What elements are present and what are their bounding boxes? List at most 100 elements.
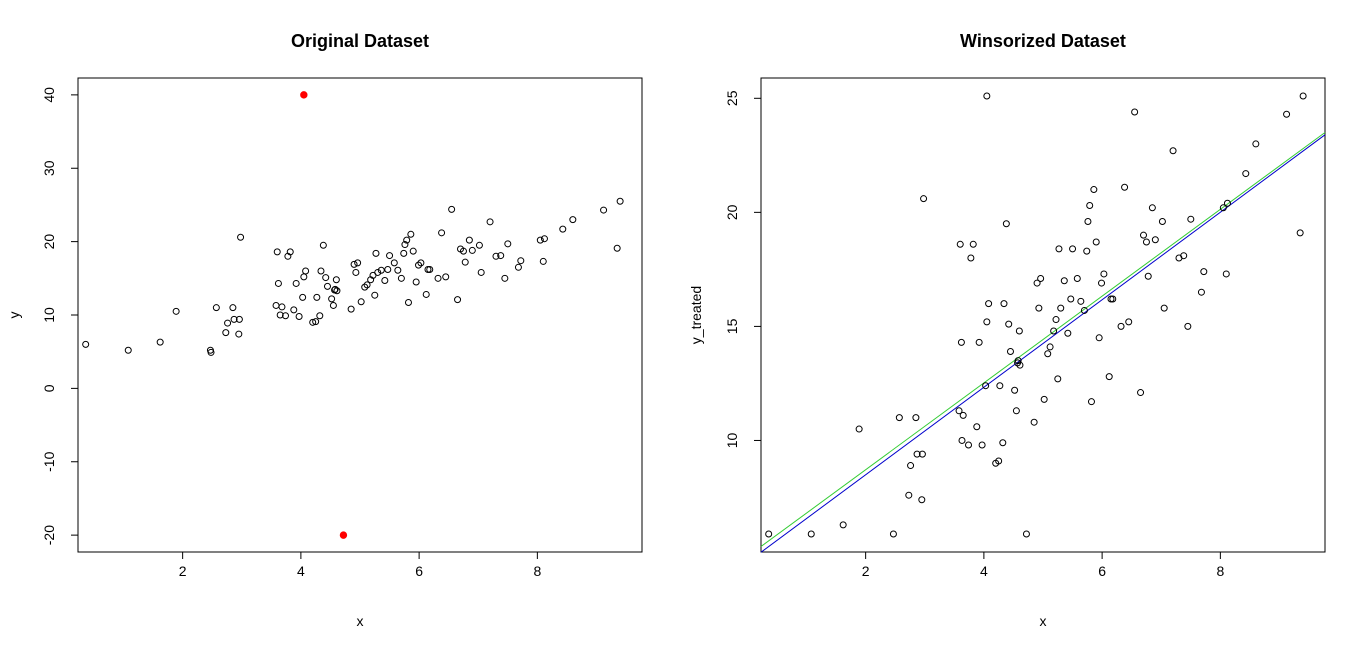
data-point	[501, 274, 509, 282]
data-point	[156, 338, 164, 346]
data-point	[1151, 236, 1159, 244]
data-point	[302, 267, 310, 275]
data-point	[517, 257, 525, 265]
data-point	[1222, 270, 1230, 278]
data-point	[1033, 279, 1041, 287]
data-point	[465, 236, 473, 244]
data-point	[477, 268, 485, 276]
data-point	[1054, 375, 1062, 383]
data-point	[958, 436, 966, 444]
data-point	[272, 301, 280, 309]
data-point	[1083, 247, 1091, 255]
x-tick-label: 6	[1098, 563, 1106, 579]
data-point	[352, 268, 360, 276]
data-point	[459, 247, 467, 255]
data-point	[332, 276, 340, 284]
data-point	[409, 247, 417, 255]
data-point	[386, 252, 394, 260]
data-point	[475, 241, 483, 249]
data-point	[1011, 386, 1019, 394]
data-point	[235, 330, 243, 338]
x-tick-label: 2	[179, 563, 187, 579]
y-tick-label: 10	[724, 432, 740, 448]
data-point	[1044, 350, 1052, 358]
data-point	[1158, 217, 1166, 225]
data-point	[959, 411, 967, 419]
data-point	[381, 277, 389, 285]
data-point	[309, 318, 317, 326]
data-point	[1005, 320, 1013, 328]
data-point	[918, 496, 926, 504]
x-tick-label: 8	[1216, 563, 1224, 579]
data-point	[384, 266, 392, 274]
data-point	[1219, 204, 1227, 212]
data-point	[276, 311, 284, 319]
plot-winsorized-dataset: Winsorized Dataset x y_treated 2 4 6 8 10 15 2…	[688, 31, 1326, 629]
data-point	[1187, 215, 1195, 223]
data-point	[540, 235, 548, 243]
data-point	[559, 225, 567, 233]
x-tick-label: 6	[415, 563, 423, 579]
y-axis-label: y	[6, 312, 22, 319]
data-point	[329, 301, 337, 309]
data-point	[504, 240, 512, 248]
data-point	[895, 414, 903, 422]
data-point	[1022, 530, 1030, 538]
data-point	[400, 249, 408, 257]
data-point	[1200, 268, 1208, 276]
data-point	[207, 348, 215, 356]
data-point	[442, 273, 450, 281]
data-point	[377, 266, 385, 274]
data-point	[323, 282, 331, 290]
y-tick-label: 25	[724, 90, 740, 106]
x-tick-label: 4	[297, 563, 305, 579]
data-point	[1077, 297, 1085, 305]
data-point	[1180, 252, 1188, 260]
data-point	[438, 229, 446, 237]
data-point	[967, 254, 975, 262]
data-point	[978, 441, 986, 449]
data-point	[536, 236, 544, 244]
data-point	[316, 312, 324, 320]
x-tick-label: 4	[980, 563, 988, 579]
data-point	[295, 312, 303, 320]
data-point	[1142, 238, 1150, 246]
data-point	[569, 216, 577, 224]
data-point	[1080, 306, 1088, 314]
data-point	[313, 293, 321, 301]
data-point	[1169, 147, 1177, 155]
data-point	[1064, 329, 1072, 337]
data-point	[912, 414, 920, 422]
data-point	[965, 441, 973, 449]
data-point	[486, 218, 494, 226]
data-point	[807, 530, 815, 538]
y-tick-label: -20	[41, 525, 57, 545]
data-point	[956, 240, 964, 248]
data-point	[229, 304, 237, 312]
data-point	[995, 457, 1003, 465]
data-point	[1223, 199, 1231, 207]
data-point	[278, 303, 286, 311]
data-point	[1012, 407, 1020, 415]
data-point	[913, 450, 921, 458]
data-point	[1037, 275, 1045, 283]
data-point	[973, 423, 981, 431]
data-point	[286, 248, 294, 256]
data-point	[299, 293, 307, 301]
data-point	[331, 285, 339, 293]
data-point	[616, 197, 624, 205]
data-point	[1073, 275, 1081, 283]
data-point	[1283, 110, 1291, 118]
data-point	[1067, 295, 1075, 303]
data-point	[1140, 231, 1148, 239]
data-point	[999, 439, 1007, 447]
x-tick-label: 2	[862, 563, 870, 579]
data-point	[354, 259, 362, 267]
data-point	[1144, 272, 1152, 280]
data-point	[985, 300, 993, 308]
data-point	[613, 244, 621, 252]
data-point	[322, 274, 330, 282]
x-axis-label: x	[1040, 613, 1047, 629]
data-point	[983, 92, 991, 100]
